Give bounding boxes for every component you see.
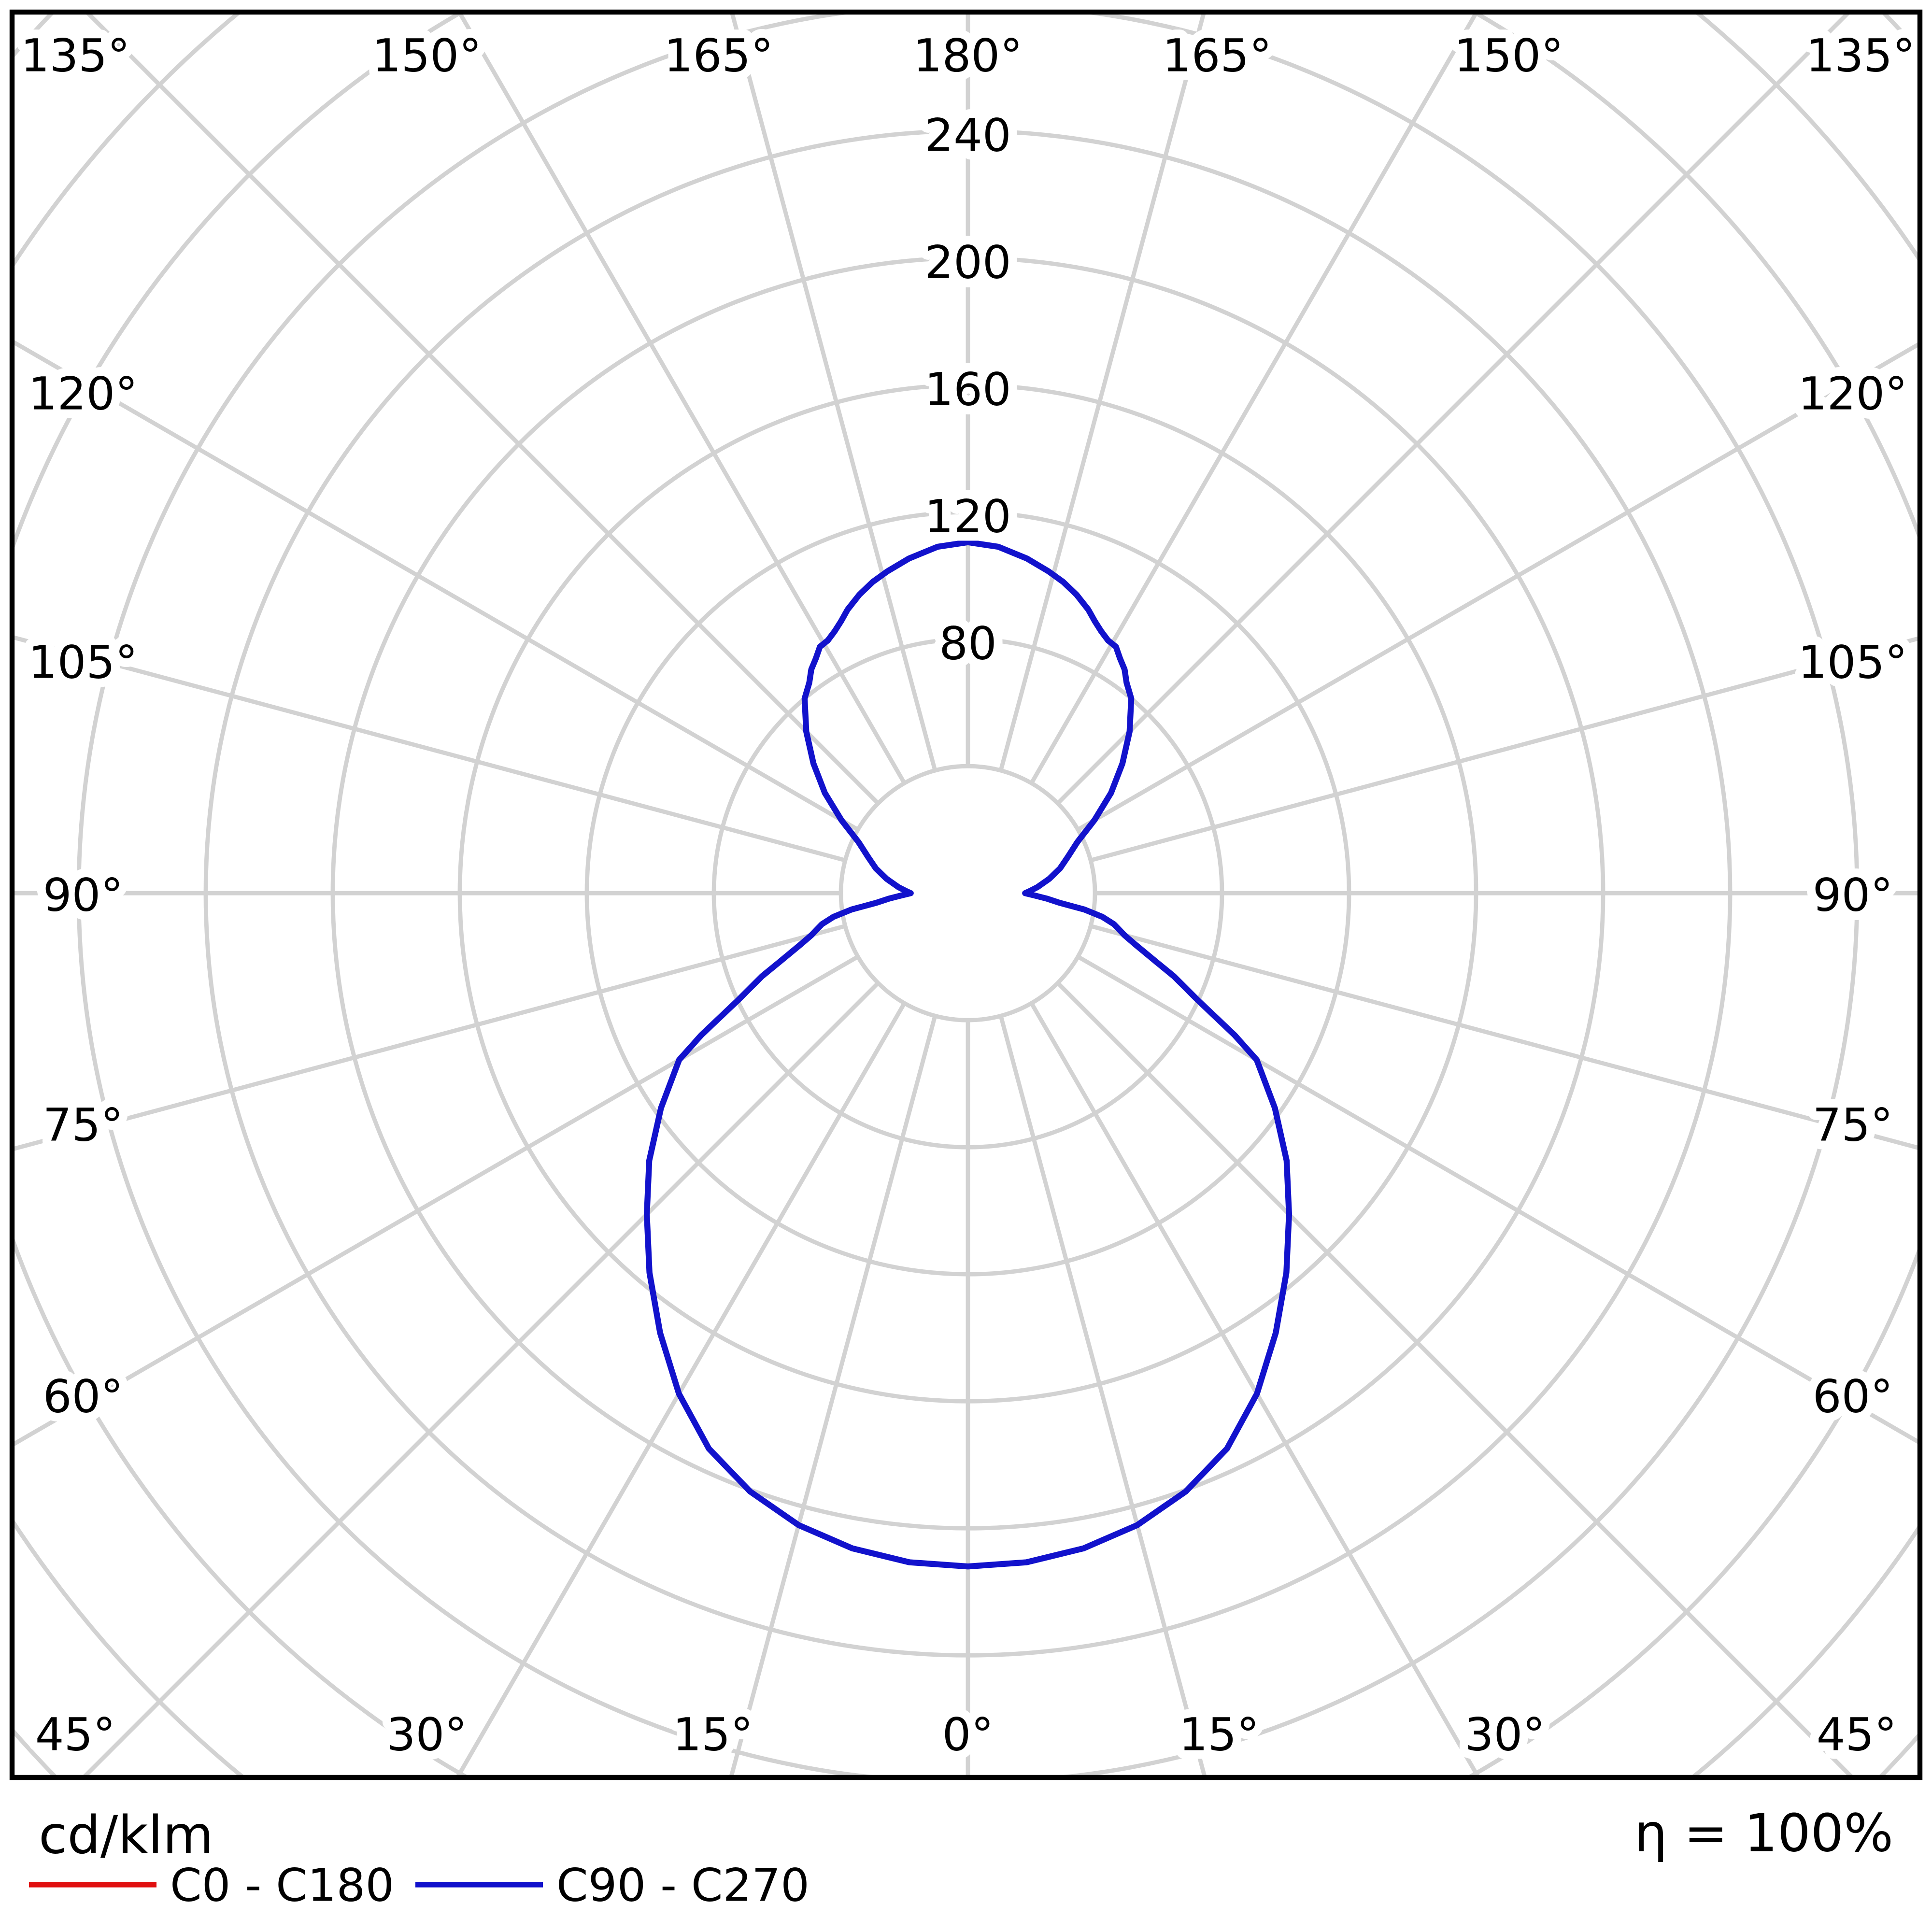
grid-ray-60 [1077,954,1920,1446]
angle-label-top-5: 150° [1454,30,1563,83]
angle-label-top-4: 165° [1163,30,1272,83]
legend-label-c90-c270: C90 - C270 [556,1860,810,1912]
grid-ray-120 [1077,341,1920,832]
grid-ray-165 [998,12,1207,771]
grid-ray-15-left [728,1015,938,1777]
angle-label-top-3: 180° [913,30,1023,83]
grid-ray-165-left [729,12,938,771]
curve-c90-c270 [643,539,1293,1570]
plot-border [9,9,1923,1780]
grid-ray-45 [1056,981,1856,1777]
intensity-curves [643,539,1293,1570]
grid-ray-120-left [12,339,859,832]
angle-label-right-0: 120° [1798,368,1907,421]
angle-label-left-3: 75° [43,1099,124,1152]
angle-label-right-3: 75° [1813,1099,1893,1152]
angle-label-bottom-1: 30° [387,1709,468,1762]
grid-ray-75 [1090,924,1920,1151]
radial-tick-80: 80 [939,618,997,670]
angle-label-bottom-6: 45° [1817,1709,1897,1762]
grid-ray-150-left [456,12,907,784]
angle-label-right-4: 60° [1813,1371,1893,1423]
grid-ray-135-left [84,12,880,805]
radial-tick-160: 160 [924,364,1011,416]
grid-ray-45-left [80,981,880,1777]
grid-ray-30-left [455,1002,907,1777]
radial-tick-200: 200 [924,237,1011,289]
angle-label-right-2: 90° [1813,869,1893,922]
angle-label-bottom-5: 30° [1465,1709,1546,1762]
angle-label-left-0: 120° [28,368,138,421]
angle-label-bottom-4: 15° [1179,1709,1260,1762]
units-label: cd/klm [39,1805,213,1866]
angle-label-bottom-3: 0° [942,1709,994,1762]
axis-labels: 80 120 160 200 240 135° 150° 165° 180° 165° 150° 13… [12,21,1924,1770]
angle-label-left-1: 105° [28,637,138,689]
radial-tick-240: 240 [924,110,1011,162]
grid-ray-75-left [12,924,846,1152]
angle-label-left-2: 90° [43,869,124,922]
grid-ray-60-left [12,954,859,1448]
grid-ray-105-left [12,635,846,863]
grid-ray-30 [1029,1002,1481,1777]
radial-tick-120: 120 [924,491,1011,543]
angle-label-top-0: 135° [21,30,130,83]
angle-label-left-4: 60° [43,1371,124,1423]
grid-ray-105 [1090,636,1920,863]
angle-label-bottom-0: 45° [35,1709,116,1762]
angle-label-top-6: 135° [1806,30,1915,83]
legend-label-c0-c180: C0 - C180 [170,1860,394,1912]
grid-ray-150 [1029,12,1479,784]
angle-label-top-1: 150° [372,30,482,83]
angle-label-top-2: 165° [664,30,773,83]
grid-ray-135 [1056,12,1852,805]
grid-ray-15 [998,1015,1208,1777]
angle-label-bottom-2: 15° [673,1709,753,1762]
angle-label-right-1: 105° [1798,637,1907,689]
efficiency-label: η = 100% [1634,1804,1893,1864]
